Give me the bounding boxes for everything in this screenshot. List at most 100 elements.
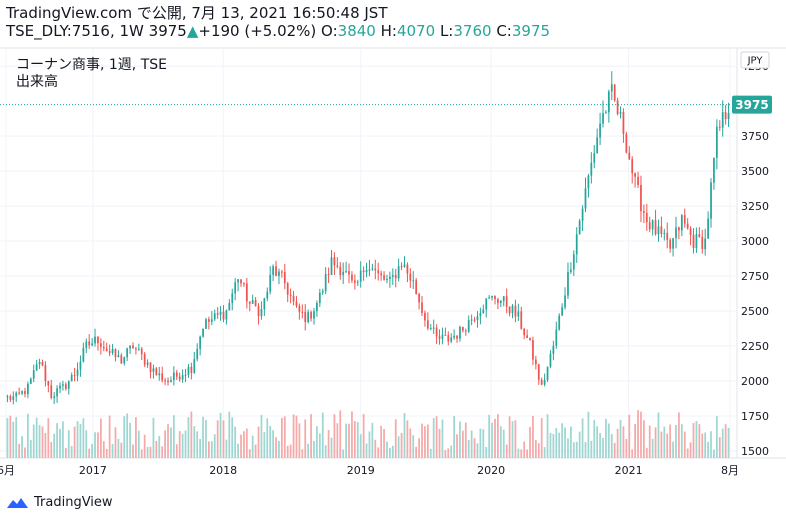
candle-body — [316, 302, 318, 312]
price-chart[interactable]: 6月 2017 2018 2019 2020 2021 8月 1500 1750 2000 225… — [0, 42, 786, 482]
candle-body — [572, 254, 575, 270]
candle-body — [421, 302, 423, 313]
candle-body — [181, 375, 184, 380]
volume-bar — [482, 429, 485, 458]
candle-body — [187, 366, 190, 375]
volume-bar — [67, 430, 70, 458]
candle-body — [318, 292, 321, 303]
volume-bar — [251, 435, 254, 458]
volume-bar — [187, 417, 190, 458]
volume-bar — [91, 443, 93, 458]
candle-body — [205, 319, 207, 329]
volume-bar — [634, 423, 636, 458]
volume-bar — [330, 437, 333, 458]
volume-bar — [718, 437, 721, 458]
volume-bar — [546, 414, 549, 458]
volume-bar — [254, 444, 257, 458]
volume-bar — [578, 431, 581, 458]
candle-body — [397, 266, 400, 279]
currency-box[interactable] — [740, 51, 770, 69]
volume-bar — [356, 421, 359, 458]
volume-bar — [561, 423, 564, 458]
candle-body — [418, 293, 420, 303]
volume-bar — [555, 428, 558, 458]
candle-body — [499, 300, 502, 303]
candle-body — [27, 383, 29, 395]
volume-bar — [129, 422, 131, 458]
volume-bar — [724, 424, 727, 458]
volume-bar — [362, 414, 365, 458]
volume-bar — [117, 438, 120, 458]
volume-bar — [368, 431, 371, 458]
candle-body — [438, 336, 441, 339]
y-tick-label: 2500 — [741, 305, 769, 318]
candle-body — [400, 266, 403, 268]
volume-bar — [438, 428, 441, 458]
volume-bar — [567, 438, 569, 458]
candle-body — [339, 266, 342, 276]
candle-body — [231, 293, 234, 304]
candle-body — [359, 270, 362, 282]
volume-bar — [18, 443, 21, 458]
volume-bar — [698, 424, 701, 458]
candle-body — [178, 376, 181, 380]
volume-bar — [289, 444, 292, 458]
y-tick-label: 3750 — [741, 130, 769, 143]
volume-bar — [286, 445, 289, 458]
candle-body — [85, 341, 88, 348]
volume-bar — [432, 418, 435, 458]
volume-bar — [467, 439, 470, 458]
candle-body — [24, 391, 26, 395]
candle-body — [97, 336, 99, 344]
candle-body — [240, 279, 242, 284]
candle-body — [488, 297, 491, 299]
volume-bar — [470, 430, 473, 458]
volume-bar — [27, 413, 29, 458]
volume-bar — [245, 428, 248, 458]
volume-bar — [505, 444, 508, 458]
volume-bar — [421, 423, 423, 458]
candle-body — [669, 239, 672, 249]
candle-body — [657, 226, 660, 235]
candle-body — [625, 134, 628, 153]
volume-bar — [97, 432, 99, 458]
y-tick-label: 3250 — [741, 200, 769, 213]
candle-body — [514, 305, 517, 317]
candle-body — [710, 182, 712, 219]
volume-bar — [88, 448, 91, 458]
volume-bar — [205, 419, 207, 458]
volume-bar — [640, 411, 642, 458]
volume-bar — [689, 442, 692, 458]
volume-bar — [418, 438, 420, 458]
candle-body — [622, 112, 625, 135]
volume-bar — [657, 412, 660, 458]
volume-bar — [53, 433, 56, 458]
volume-bar — [543, 447, 546, 458]
candle-body — [243, 283, 245, 285]
candle-body — [651, 220, 654, 230]
volume-bar — [50, 442, 53, 458]
volume-bar — [216, 420, 219, 458]
candle-body — [234, 282, 237, 294]
volume-bar — [485, 446, 488, 458]
volume-bar — [120, 442, 123, 458]
candle-body — [208, 319, 210, 322]
candle-body — [269, 274, 272, 292]
candle-body — [167, 380, 169, 383]
candle-body — [526, 335, 528, 339]
candle-body — [558, 315, 561, 330]
volume-bar — [695, 421, 698, 458]
candle-body — [120, 355, 123, 364]
volume-bar — [534, 440, 537, 458]
candle-body — [283, 272, 286, 284]
candle-body — [476, 316, 479, 321]
candle-body — [35, 364, 38, 371]
volume-bar — [32, 424, 35, 458]
candle-body — [695, 234, 698, 249]
candle-body — [251, 300, 254, 304]
volume-bar — [444, 449, 447, 458]
candle-body — [511, 305, 514, 314]
candle-body — [123, 357, 126, 364]
candle-body — [38, 362, 41, 365]
candle-body — [292, 296, 295, 302]
